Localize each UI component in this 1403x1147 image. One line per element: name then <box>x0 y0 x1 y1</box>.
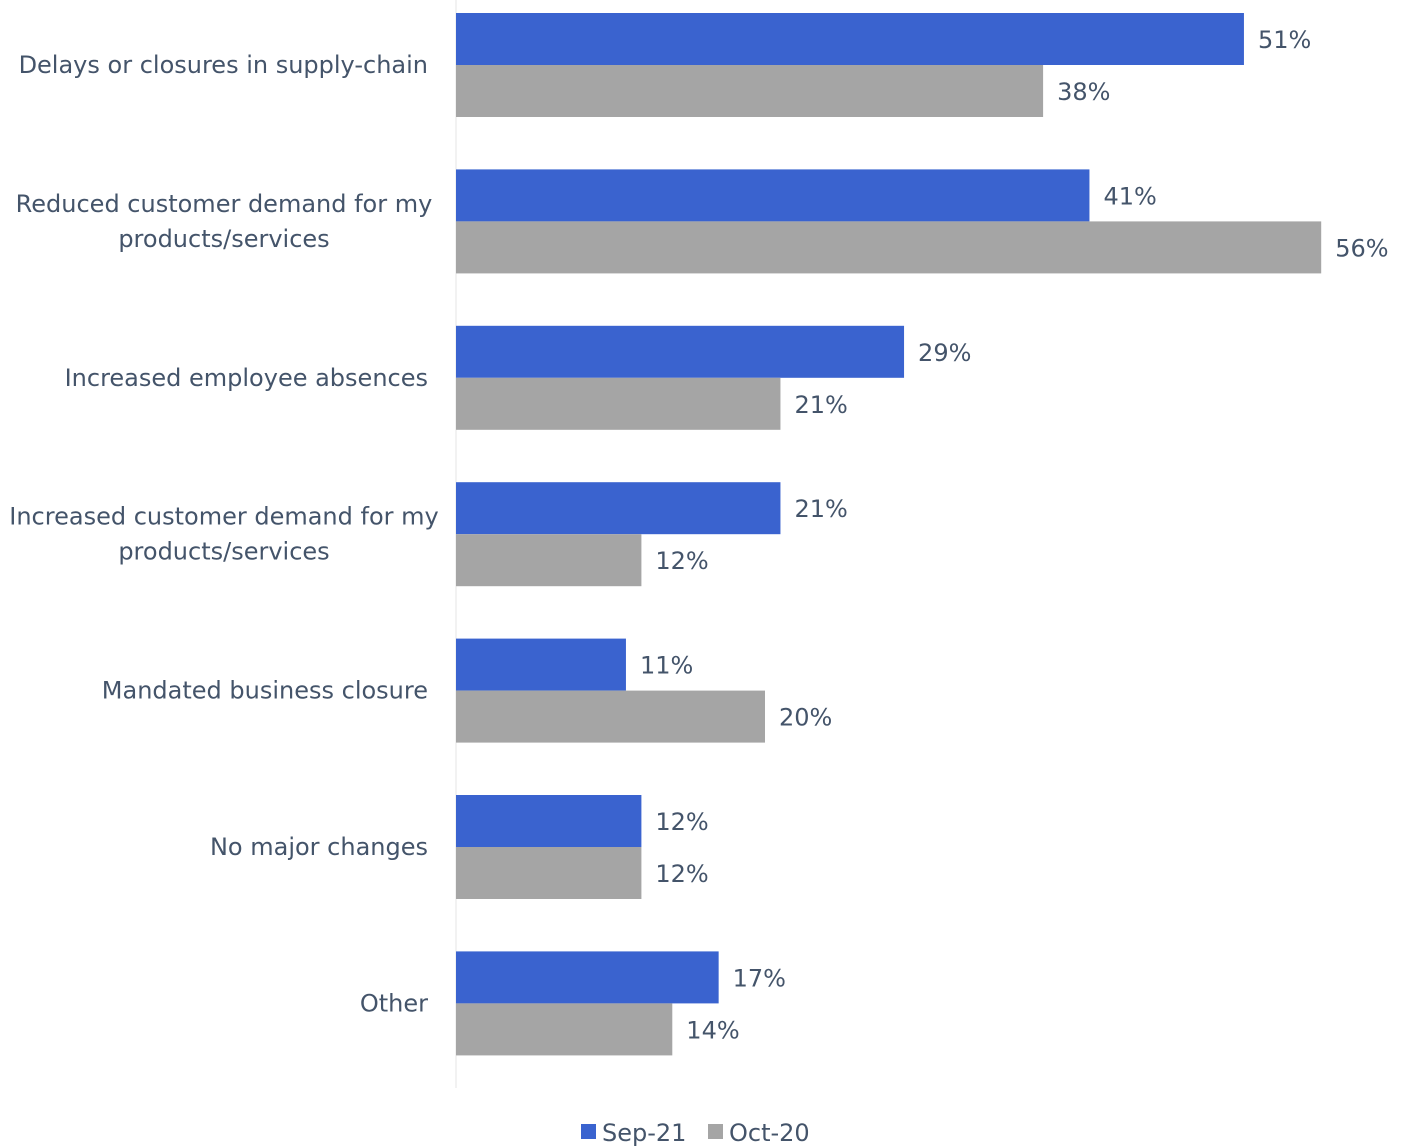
data-label: 17% <box>733 964 786 992</box>
legend-swatch <box>708 1124 723 1139</box>
data-label: 12% <box>655 547 708 575</box>
category-label-line: Delays or closures in supply-chain <box>19 51 428 79</box>
data-label: 56% <box>1335 234 1388 262</box>
category-label: Mandated business closure <box>102 677 428 705</box>
category-label-line: Other <box>360 989 428 1017</box>
data-label: 14% <box>686 1016 739 1044</box>
category-label-line: No major changes <box>210 833 428 861</box>
bar-sep-21 <box>456 13 1244 65</box>
bar-oct-20 <box>456 691 765 743</box>
bar-oct-20 <box>456 221 1321 273</box>
bar-sep-21 <box>456 326 904 378</box>
data-label: 51% <box>1258 26 1311 54</box>
bar-oct-20 <box>456 847 641 899</box>
bar-oct-20 <box>456 378 780 430</box>
legend: Sep-21 Oct-20 <box>581 1119 810 1147</box>
category-label-line: Reduced customer demand for my <box>16 190 433 218</box>
bar-sep-21 <box>456 951 719 1003</box>
category-label-line: Increased customer demand for my <box>9 503 438 531</box>
category-label-line: products/services <box>118 538 329 566</box>
data-label: 12% <box>655 808 708 836</box>
bars-group <box>456 13 1321 1055</box>
data-label: 41% <box>1103 182 1156 210</box>
category-label-line: Mandated business closure <box>102 677 428 705</box>
legend-label: Sep-21 <box>602 1119 686 1147</box>
data-label: 12% <box>655 860 708 888</box>
data-label: 29% <box>918 339 971 367</box>
category-label-line: Increased employee absences <box>65 364 428 392</box>
data-label: 11% <box>640 652 693 680</box>
category-label: Increased employee absences <box>65 364 428 392</box>
category-label-line: products/services <box>118 225 329 253</box>
category-label: Reduced customer demand for my products/s… <box>16 190 433 253</box>
bar-sep-21 <box>456 639 626 691</box>
bar-sep-21 <box>456 169 1089 221</box>
data-label: 21% <box>794 391 847 419</box>
bar-oct-20 <box>456 1003 672 1055</box>
data-label: 20% <box>779 704 832 732</box>
category-label: Other <box>360 989 428 1017</box>
bar-oct-20 <box>456 65 1043 117</box>
bar-sep-21 <box>456 482 780 534</box>
data-label: 38% <box>1057 78 1110 106</box>
category-label: No major changes <box>210 833 428 861</box>
category-label: Increased customer demand for my products… <box>9 503 438 566</box>
legend-label: Oct-20 <box>729 1119 810 1147</box>
category-label: Delays or closures in supply-chain <box>19 51 428 79</box>
bar-sep-21 <box>456 795 641 847</box>
data-label: 21% <box>794 495 847 523</box>
legend-swatch <box>581 1124 596 1139</box>
bar-oct-20 <box>456 534 641 586</box>
